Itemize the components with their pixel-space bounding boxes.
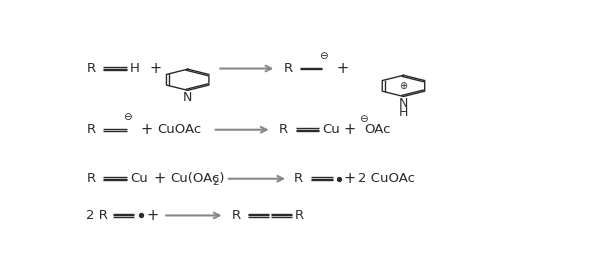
Text: OAc: OAc	[364, 123, 391, 136]
Text: +: +	[344, 171, 355, 186]
Text: R: R	[295, 209, 304, 222]
Text: 2 CuOAc: 2 CuOAc	[358, 172, 415, 185]
Text: 2: 2	[213, 177, 219, 187]
Text: 2 R: 2 R	[86, 209, 108, 222]
Text: +: +	[140, 122, 153, 137]
Text: R: R	[86, 172, 95, 185]
Text: H: H	[399, 106, 408, 119]
Text: R: R	[294, 172, 303, 185]
Text: Cu: Cu	[322, 123, 340, 136]
Text: ⊕: ⊕	[399, 81, 407, 91]
Text: R: R	[283, 62, 292, 75]
Text: +: +	[344, 122, 355, 137]
Text: ⊖: ⊖	[123, 112, 132, 122]
Text: ⊖: ⊖	[319, 51, 327, 61]
Text: Cu(OAc): Cu(OAc)	[170, 172, 225, 185]
Text: R: R	[86, 62, 95, 75]
Text: R: R	[86, 123, 95, 136]
Text: H: H	[130, 62, 140, 75]
Text: CuOAc: CuOAc	[157, 123, 202, 136]
Text: R: R	[278, 123, 288, 136]
Text: +: +	[149, 61, 161, 76]
Text: ⊖: ⊖	[359, 114, 367, 124]
Text: R: R	[232, 209, 241, 222]
Text: N: N	[399, 97, 408, 110]
Text: +: +	[336, 61, 348, 76]
Text: N: N	[183, 91, 192, 104]
Text: +: +	[147, 208, 159, 223]
Text: Cu: Cu	[130, 172, 148, 185]
Text: +: +	[154, 171, 166, 186]
